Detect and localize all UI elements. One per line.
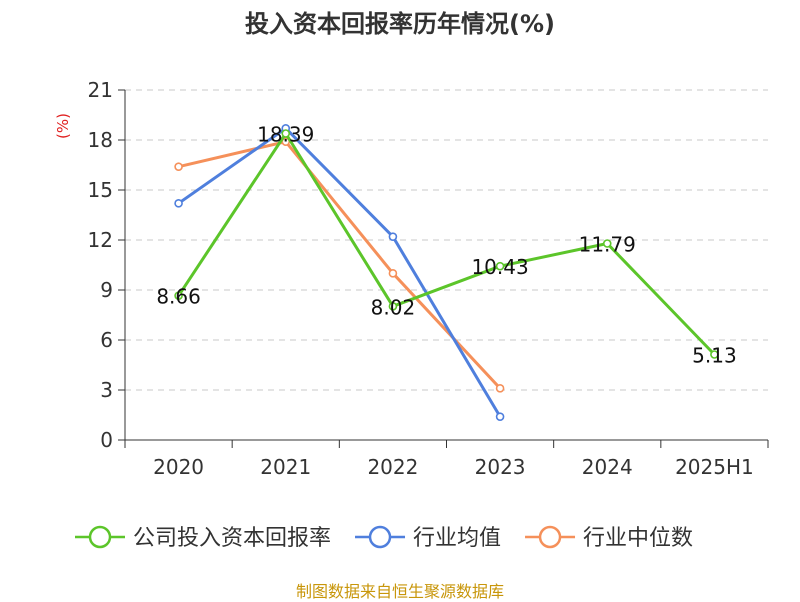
- data-point: [281, 129, 291, 138]
- y-axis-label: (%): [54, 113, 72, 139]
- data-point: [495, 261, 505, 271]
- data-point: [602, 239, 612, 248]
- data-point: [174, 162, 183, 171]
- data-point: [495, 384, 505, 393]
- legend-label: 行业均值: [413, 526, 501, 551]
- y-tick-label: 15: [88, 178, 113, 202]
- y-tick-label: 18: [88, 128, 113, 152]
- series-layer: [174, 124, 719, 421]
- data-point: [388, 269, 398, 278]
- y-tick-label: 12: [88, 228, 113, 252]
- x-tick-label: 2025H1: [675, 455, 754, 479]
- legend-item-2: 行业中位数: [525, 525, 693, 551]
- data-label: 18.39: [257, 123, 314, 147]
- data-point: [174, 199, 183, 208]
- y-tick-label: 6: [100, 328, 113, 352]
- data-point: [388, 232, 398, 241]
- series-line-0: [177, 132, 716, 356]
- legend-swatch-marker: [88, 525, 112, 549]
- x-tick-label: 2020: [153, 455, 204, 479]
- x-tick-label: 2022: [367, 455, 418, 479]
- legend-swatch-marker: [368, 525, 392, 549]
- data-point: [388, 302, 398, 311]
- legend-swatch-marker: [538, 525, 562, 549]
- legend: 公司投入资本回报率 行业均值 行业中位数: [75, 525, 693, 551]
- data-labels: 8.66 18.39 8.02 10.43 11.79 5.13: [156, 123, 736, 368]
- legend-label: 行业中位数: [583, 526, 693, 551]
- data-point: [710, 350, 719, 359]
- data-point: [495, 412, 505, 421]
- grid-lines: [125, 89, 768, 391]
- data-label: 8.02: [371, 295, 416, 319]
- y-tick-label: 9: [100, 278, 113, 302]
- x-tick-label: 2024: [582, 455, 633, 479]
- y-tick-label: 21: [88, 78, 113, 102]
- data-point: [174, 291, 183, 300]
- series-line-1: [177, 126, 502, 418]
- data-label: 11.79: [579, 233, 636, 257]
- chart-title: 投入资本回报率历年情况(%): [245, 10, 555, 38]
- data-label: 5.13: [692, 344, 737, 368]
- x-tick-label: 2021: [260, 455, 311, 479]
- legend-label: 公司投入资本回报率: [133, 526, 331, 551]
- series-line-2: [178, 140, 502, 390]
- legend-item-0: 公司投入资本回报率: [75, 525, 331, 551]
- axes: 0 3 6 9 12 15 18 21 2020 2021 2022 2023 2024 2025H1 (%…: [54, 78, 769, 479]
- x-tick-label: 2023: [475, 455, 526, 479]
- data-label: 10.43: [471, 255, 528, 279]
- legend-item-1: 行业均值: [355, 525, 501, 551]
- data-label: 8.66: [156, 285, 201, 309]
- y-tick-label: 0: [100, 428, 113, 452]
- source-footer: 制图数据来自恒生聚源数据库: [295, 582, 504, 601]
- y-tick-label: 3: [100, 378, 113, 402]
